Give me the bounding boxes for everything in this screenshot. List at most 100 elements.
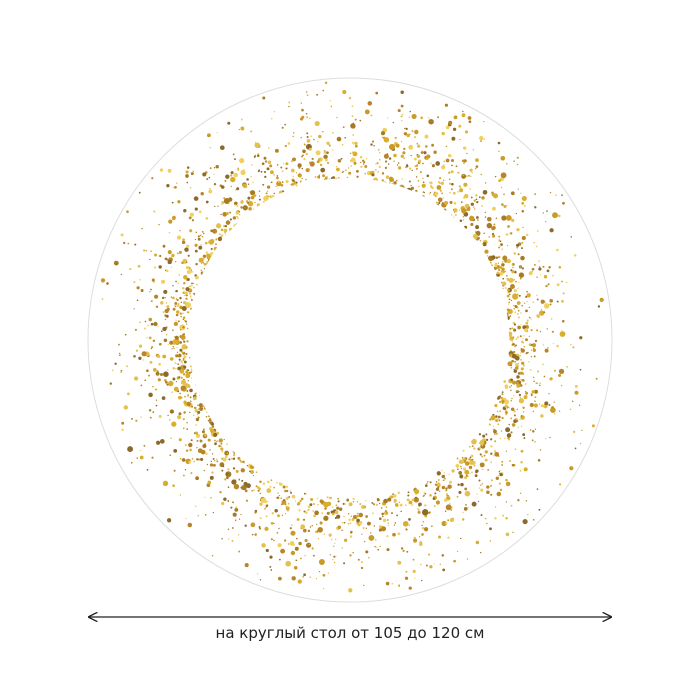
confetti-dot bbox=[192, 396, 197, 401]
confetti-dot bbox=[391, 582, 394, 585]
confetti-dot bbox=[362, 527, 365, 529]
confetti-dot bbox=[466, 175, 468, 177]
confetti-dot bbox=[516, 420, 519, 423]
confetti-dot bbox=[153, 321, 158, 327]
confetti-dot bbox=[168, 380, 174, 387]
confetti-dot bbox=[322, 89, 325, 92]
confetti-dot bbox=[441, 554, 445, 557]
confetti-dot bbox=[179, 369, 185, 374]
confetti-dot bbox=[356, 514, 359, 518]
confetti-dot bbox=[216, 132, 218, 134]
confetti-dot bbox=[177, 366, 182, 371]
confetti-dot bbox=[318, 559, 325, 565]
confetti-dot bbox=[528, 271, 533, 276]
confetti-dot bbox=[349, 159, 352, 162]
confetti-dot bbox=[186, 270, 191, 274]
confetti-dot bbox=[459, 459, 462, 462]
confetti-dot bbox=[428, 118, 434, 125]
confetti-dot bbox=[392, 493, 395, 496]
confetti-dot bbox=[291, 494, 296, 499]
confetti-dot bbox=[358, 512, 364, 518]
confetti-dot bbox=[193, 406, 197, 410]
confetti-dot bbox=[599, 297, 604, 303]
confetti-dot bbox=[302, 154, 304, 157]
confetti-dot bbox=[411, 169, 413, 172]
confetti-dot bbox=[479, 551, 482, 554]
confetti-dot bbox=[377, 148, 380, 151]
confetti-dot bbox=[181, 261, 184, 265]
confetti-dot bbox=[235, 189, 237, 191]
confetti-dot bbox=[190, 295, 192, 297]
confetti-dot bbox=[139, 455, 144, 460]
confetti-dot bbox=[222, 457, 227, 462]
confetti-dot bbox=[176, 235, 182, 240]
confetti-dot bbox=[534, 339, 538, 343]
confetti-dot bbox=[435, 487, 440, 491]
confetti-dot bbox=[190, 377, 193, 379]
confetti-dot bbox=[332, 559, 334, 561]
confetti-dot bbox=[311, 547, 314, 550]
confetti-dot bbox=[211, 453, 214, 455]
confetti-dot bbox=[220, 228, 224, 232]
confetti-dot bbox=[215, 440, 218, 443]
confetti-dot bbox=[423, 151, 427, 155]
confetti-dot bbox=[529, 402, 534, 408]
confetti-dot bbox=[506, 294, 510, 298]
confetti-dot bbox=[306, 91, 308, 93]
confetti-dot bbox=[179, 230, 181, 232]
confetti-dot bbox=[510, 191, 515, 196]
confetti-dot bbox=[173, 186, 175, 189]
confetti-dot bbox=[482, 468, 484, 471]
confetti-dot bbox=[494, 517, 497, 520]
confetti-dot bbox=[224, 478, 227, 481]
confetti-dot bbox=[217, 205, 219, 207]
confetti-dot bbox=[170, 437, 172, 440]
confetti-dot bbox=[191, 271, 193, 273]
confetti-dot bbox=[511, 327, 514, 329]
confetti-dot bbox=[252, 181, 254, 184]
confetti-dot bbox=[331, 506, 334, 508]
confetti-dot bbox=[342, 126, 345, 128]
confetti-dot bbox=[126, 210, 129, 214]
confetti-dot bbox=[425, 564, 428, 567]
confetti-dot bbox=[479, 240, 481, 242]
confetti-dot bbox=[219, 491, 222, 494]
confetti-dot bbox=[435, 161, 441, 166]
confetti-dot bbox=[532, 518, 535, 521]
confetti-dot bbox=[558, 373, 562, 377]
confetti-dot bbox=[508, 301, 511, 304]
confetti-dot bbox=[178, 358, 181, 361]
confetti-dot bbox=[293, 565, 298, 570]
confetti-dot bbox=[258, 527, 262, 530]
confetti-dot bbox=[491, 191, 494, 195]
confetti-dot bbox=[198, 245, 203, 250]
confetti-dot bbox=[193, 196, 199, 201]
confetti-dot bbox=[166, 334, 168, 336]
confetti-dot bbox=[459, 465, 462, 468]
confetti-dot bbox=[189, 289, 191, 291]
confetti-dot bbox=[330, 105, 333, 108]
confetti-dot bbox=[222, 465, 225, 468]
confetti-dot bbox=[516, 408, 518, 411]
confetti-dot bbox=[300, 137, 302, 139]
confetti-dot bbox=[305, 168, 310, 173]
confetti-dot bbox=[467, 116, 472, 120]
confetti-dot bbox=[462, 196, 466, 199]
confetti-dot bbox=[240, 513, 242, 516]
confetti-dot bbox=[174, 305, 177, 308]
confetti-dot bbox=[238, 534, 240, 536]
confetti-dot bbox=[411, 504, 414, 507]
confetti-dot bbox=[359, 503, 362, 506]
confetti-dot bbox=[498, 150, 500, 152]
confetti-dot bbox=[187, 369, 190, 372]
confetti-dot bbox=[506, 308, 510, 312]
confetti-dot bbox=[207, 480, 212, 485]
confetti-dot bbox=[513, 350, 516, 354]
confetti-dot bbox=[204, 443, 207, 445]
confetti-dot bbox=[450, 509, 453, 511]
confetti-dot bbox=[508, 423, 511, 426]
confetti-dot bbox=[451, 183, 454, 186]
confetti-dot bbox=[441, 131, 445, 136]
confetti-dot bbox=[106, 282, 109, 285]
confetti-dot bbox=[528, 335, 530, 337]
